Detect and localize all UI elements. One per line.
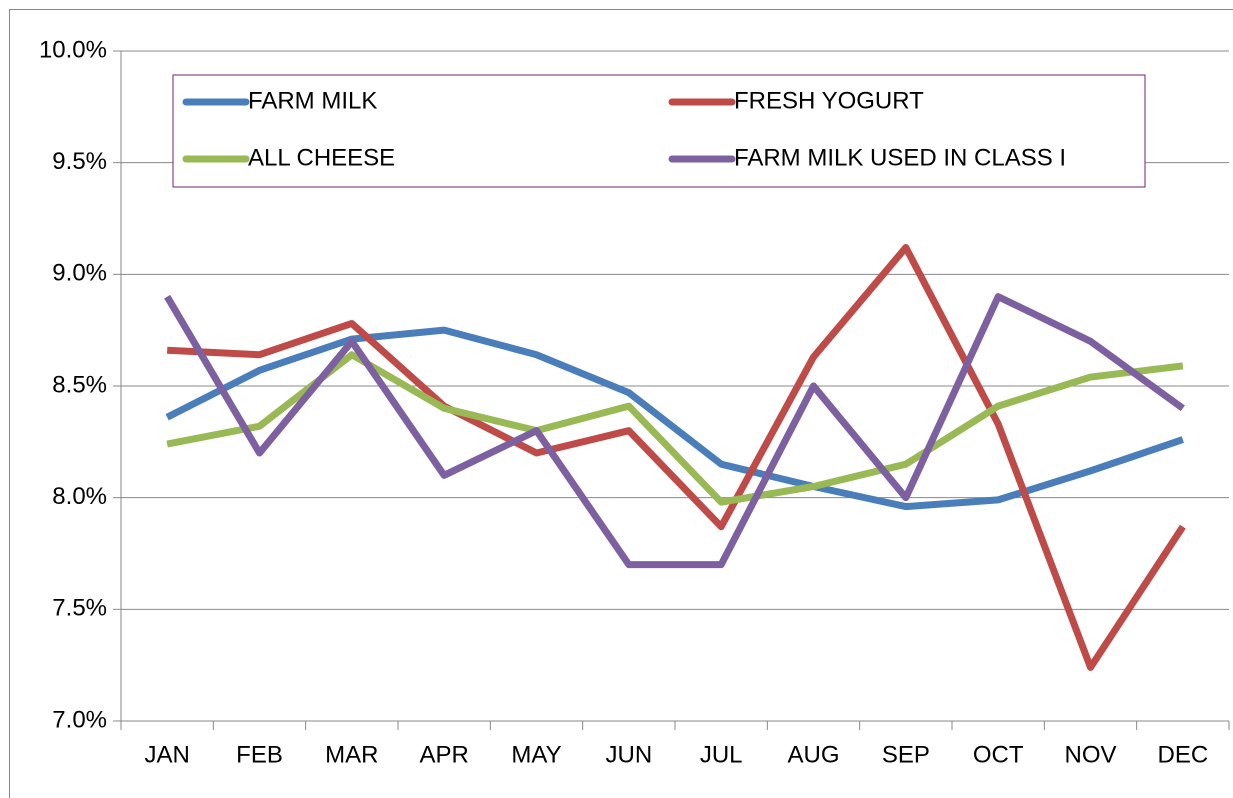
- series-line: [164, 293, 1185, 569]
- x-tick-label: OCT: [973, 741, 1024, 768]
- y-tick-label: 7.5%: [52, 595, 107, 622]
- x-tick-label: NOV: [1064, 741, 1116, 768]
- y-tick-label: 9.5%: [52, 148, 107, 175]
- x-tick-label: JUL: [700, 741, 743, 768]
- x-tick-label: DEC: [1157, 741, 1208, 768]
- legend-label: FRESH YOGURT: [734, 87, 924, 114]
- legend-label: FARM MILK USED IN CLASS I: [734, 144, 1066, 171]
- chart-frame: [9, 9, 1233, 798]
- x-tick-label: JAN: [144, 741, 189, 768]
- y-tick-label: 8.5%: [52, 371, 107, 398]
- series-line: [166, 351, 1184, 506]
- legend-box: [172, 74, 1146, 188]
- x-tick-label: MAY: [511, 741, 561, 768]
- series-line: [166, 244, 1186, 671]
- x-tick-label: AUG: [787, 741, 839, 768]
- y-tick-label: 9.0%: [52, 260, 107, 287]
- y-tick-label: 8.0%: [52, 483, 107, 510]
- x-tick-label: SEP: [882, 741, 930, 768]
- x-tick-label: FEB: [236, 741, 283, 768]
- legend-label: FARM MILK: [248, 87, 377, 114]
- x-tick-label: JUN: [605, 741, 652, 768]
- series-line: [165, 326, 1184, 511]
- legend-label: ALL CHEESE: [248, 144, 395, 171]
- x-tick-label: MAR: [325, 741, 378, 768]
- y-tick-label: 10.0%: [39, 36, 107, 63]
- x-tick-label: APR: [419, 741, 468, 768]
- y-tick-label: 7.0%: [52, 706, 107, 733]
